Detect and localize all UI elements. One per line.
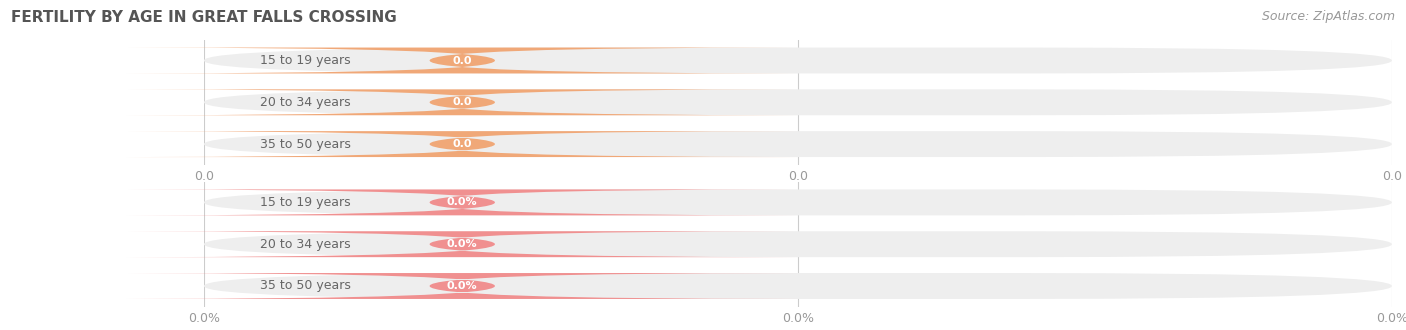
- FancyBboxPatch shape: [204, 131, 1392, 157]
- Text: 35 to 50 years: 35 to 50 years: [260, 138, 352, 150]
- Text: 35 to 50 years: 35 to 50 years: [260, 280, 352, 292]
- FancyBboxPatch shape: [204, 273, 1392, 299]
- Text: 0.0: 0.0: [453, 55, 472, 65]
- FancyBboxPatch shape: [127, 48, 799, 74]
- FancyBboxPatch shape: [204, 189, 1392, 215]
- Text: 0.0%: 0.0%: [447, 197, 478, 207]
- FancyBboxPatch shape: [127, 231, 799, 257]
- FancyBboxPatch shape: [127, 273, 799, 299]
- Text: 20 to 34 years: 20 to 34 years: [260, 96, 350, 109]
- Text: 15 to 19 years: 15 to 19 years: [260, 54, 350, 67]
- FancyBboxPatch shape: [204, 231, 1392, 257]
- FancyBboxPatch shape: [204, 48, 1392, 74]
- Text: 15 to 19 years: 15 to 19 years: [260, 196, 350, 209]
- Text: 0.0%: 0.0%: [447, 239, 478, 249]
- Text: 0.0%: 0.0%: [447, 281, 478, 291]
- Text: 0.0: 0.0: [453, 139, 472, 149]
- Text: 20 to 34 years: 20 to 34 years: [260, 238, 350, 251]
- FancyBboxPatch shape: [127, 131, 799, 157]
- Text: 0.0: 0.0: [453, 97, 472, 107]
- Text: Source: ZipAtlas.com: Source: ZipAtlas.com: [1261, 10, 1395, 23]
- FancyBboxPatch shape: [204, 89, 1392, 115]
- Text: FERTILITY BY AGE IN GREAT FALLS CROSSING: FERTILITY BY AGE IN GREAT FALLS CROSSING: [11, 10, 396, 25]
- FancyBboxPatch shape: [127, 189, 799, 215]
- FancyBboxPatch shape: [127, 89, 799, 115]
